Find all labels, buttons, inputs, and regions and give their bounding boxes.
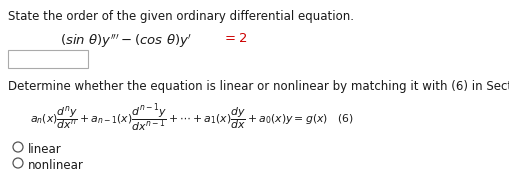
Text: Determine whether the equation is linear or nonlinear by matching it with (6) in: Determine whether the equation is linear… — [8, 80, 509, 93]
Text: State the order of the given ordinary differential equation.: State the order of the given ordinary di… — [8, 10, 354, 23]
Text: $a_n(x)\dfrac{d^n y}{dx^n} + a_{n-1}(x)\dfrac{d^{n-1}y}{dx^{n-1}} + \cdots + a_1: $a_n(x)\dfrac{d^n y}{dx^n} + a_{n-1}(x)\… — [30, 102, 354, 134]
FancyBboxPatch shape — [8, 50, 88, 68]
Text: $(\mathit{sin}\ \theta)y''' - (\mathit{cos}\ \theta)y'$: $(\mathit{sin}\ \theta)y''' - (\mathit{c… — [60, 32, 192, 49]
Text: nonlinear: nonlinear — [28, 159, 84, 172]
Text: $= 2$: $= 2$ — [222, 32, 247, 45]
Text: linear: linear — [28, 143, 62, 156]
